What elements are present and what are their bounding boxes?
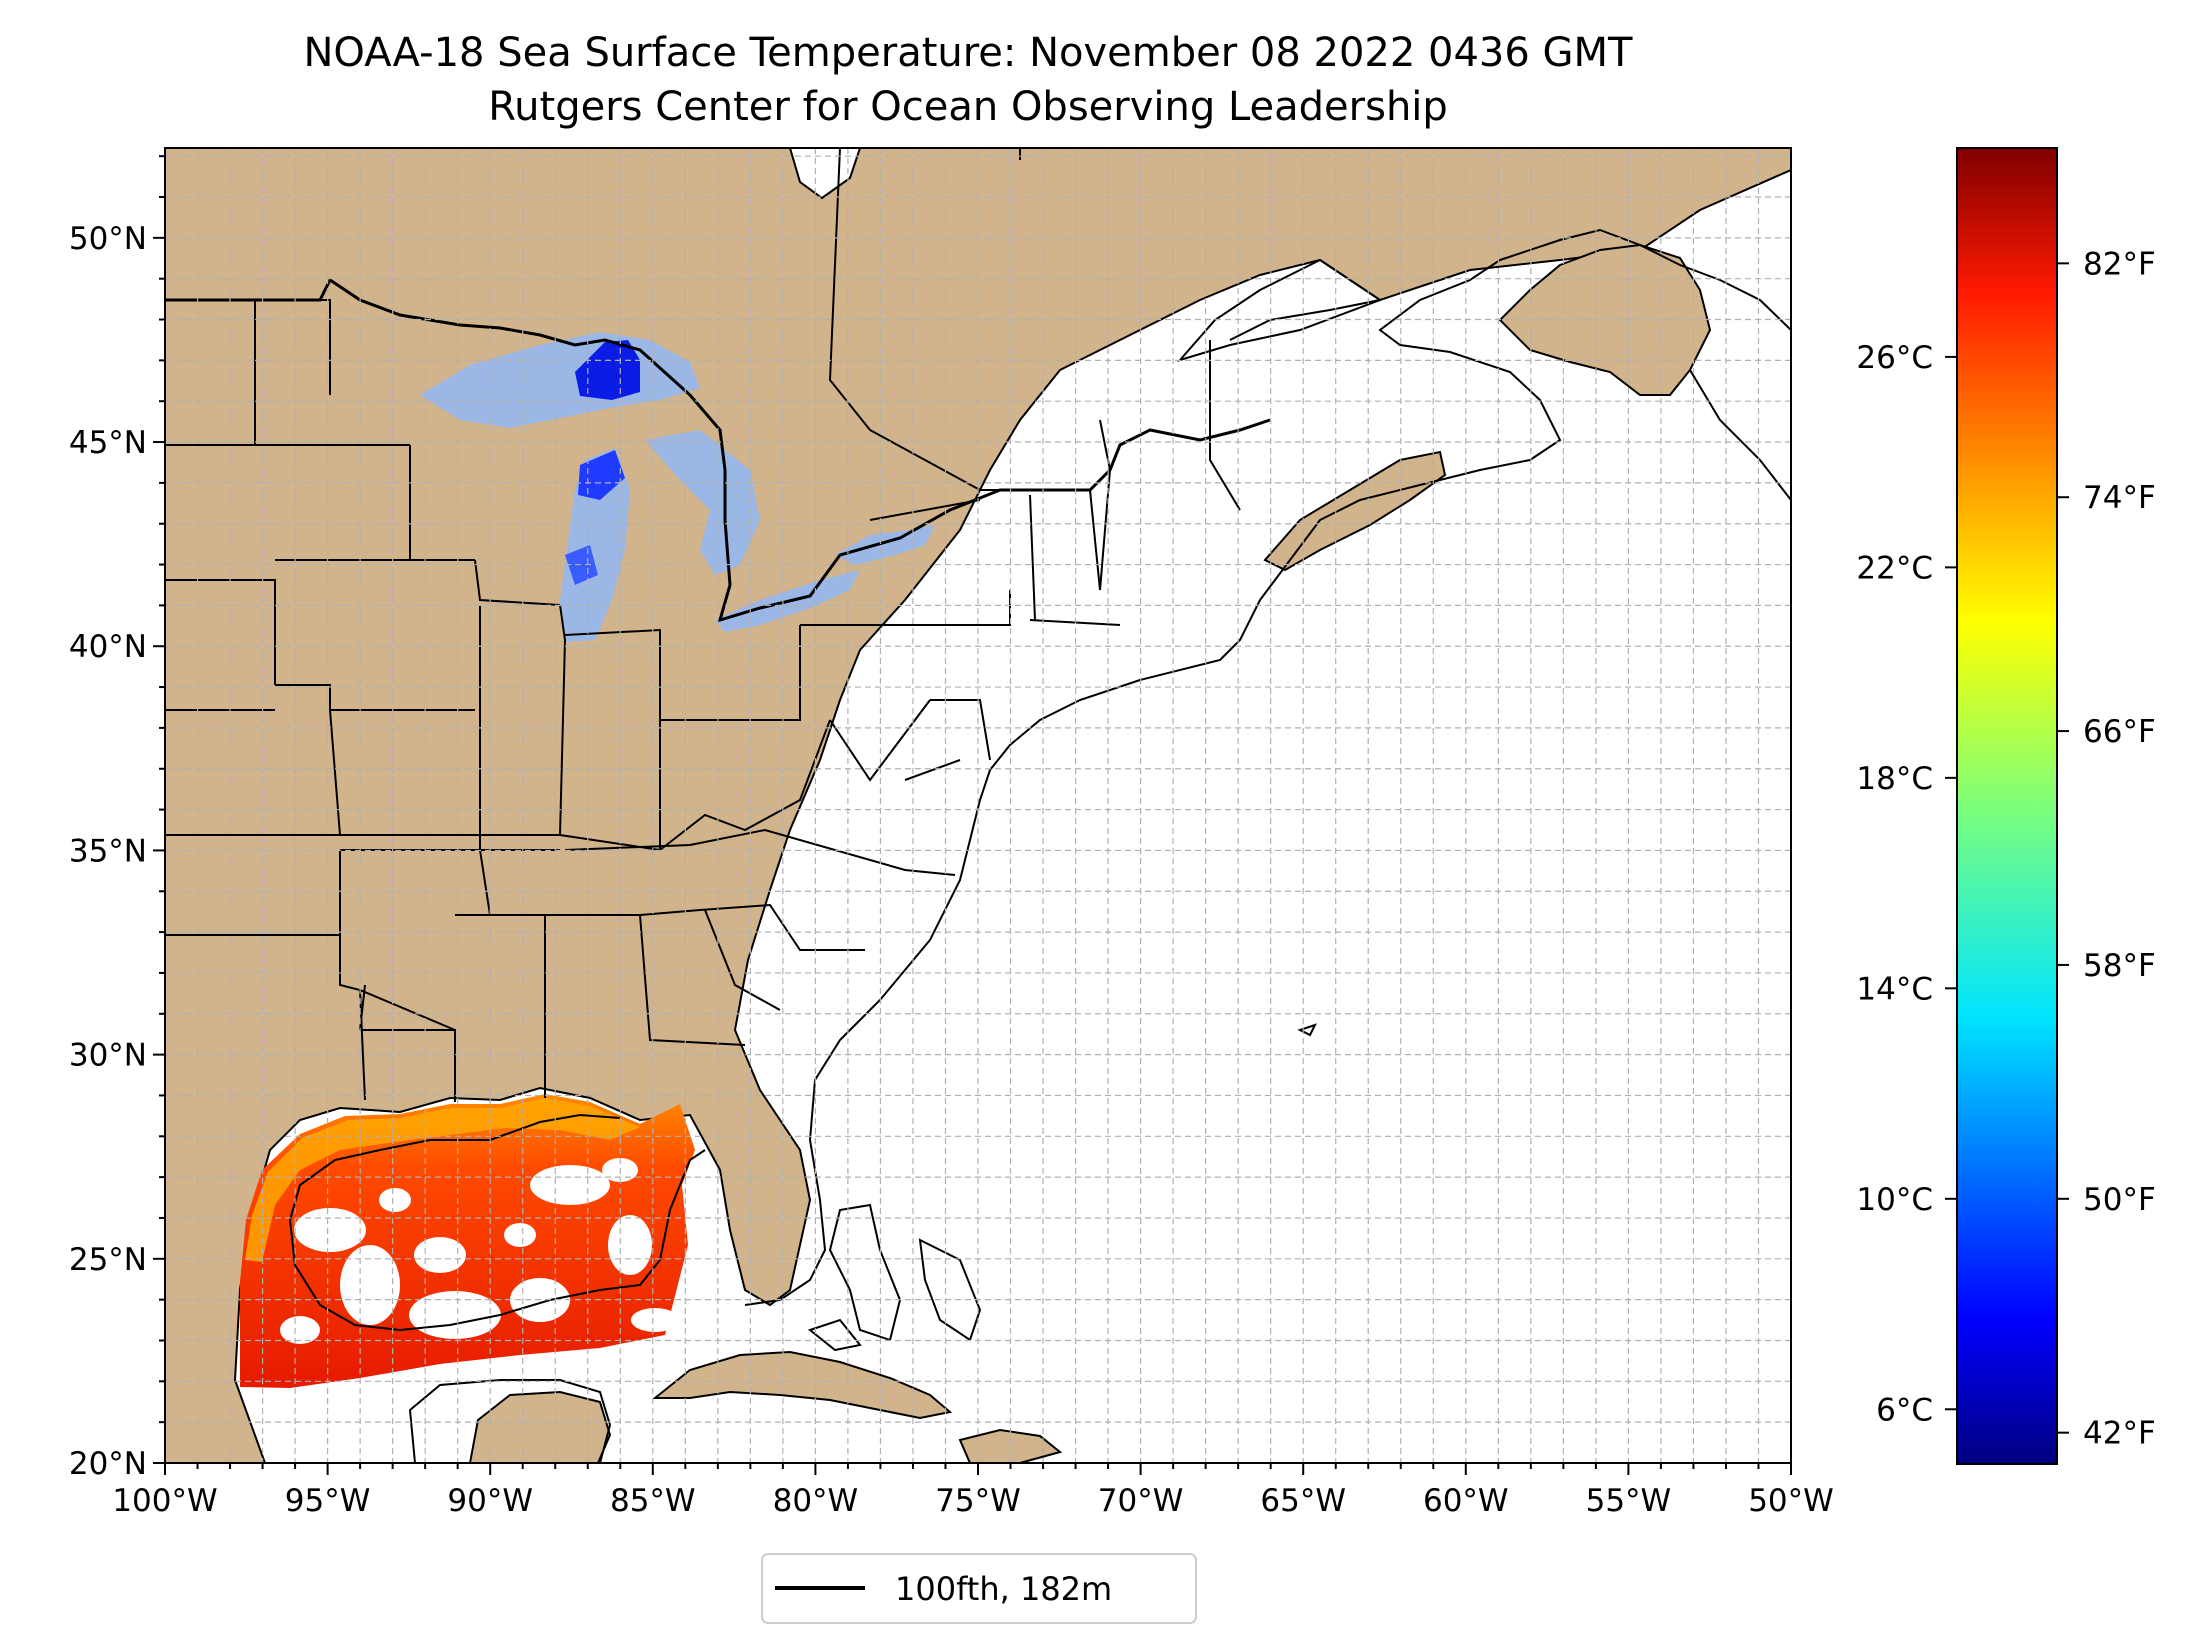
legend-box — [761, 1553, 1197, 1624]
latitude-tick-label: 25°N — [69, 1242, 147, 1278]
us-canada-border — [165, 277, 1271, 623]
celsius-tick-label: 22°C — [1856, 550, 1933, 586]
ocean-inlet-st-lawrence — [1176, 258, 1383, 362]
colorbar-celsius-ticks: 6°C 10°C 14°C 18°C 22°C 26°C — [1856, 340, 1957, 1428]
lake-huron — [645, 430, 760, 575]
michigan-cold-patch-south — [565, 545, 598, 585]
longitude-tick-label: 70°W — [1098, 1483, 1184, 1519]
longitude-tick-label: 90°W — [447, 1483, 533, 1519]
gulf-coastal-warm-band — [245, 1098, 640, 1262]
longitude-tick-label: 80°W — [773, 1483, 859, 1519]
longitude-tick-label: 55°W — [1586, 1483, 1672, 1519]
fahrenheit-tick-label: 42°F — [2083, 1416, 2156, 1452]
longitude-tick-labels: 100°W 95°W 90°W 85°W 80°W 75°W 70°W 65°W 60°W 55°… — [112, 1483, 1833, 1519]
lake-michigan — [560, 448, 630, 642]
cuba-landmass — [652, 1350, 953, 1420]
colorbar-fahrenheit-ticks: 42°F 50°F 58°F 66°F 74°F 82°F — [2057, 246, 2156, 1452]
longitude-tick-label: 60°W — [1423, 1483, 1509, 1519]
legend: 100fth, 182m — [761, 1553, 1197, 1624]
latitude-tick-labels: 20°N 25°N 30°N 35°N 40°N 45°N 50°N — [69, 221, 147, 1482]
hispaniola-landmass — [958, 1428, 1063, 1463]
ocean-inlet-hudson — [788, 148, 862, 200]
map-panel: 100°W 95°W 90°W 85°W 80°W 75°W 70°W 65°W 60°W 55°… — [69, 147, 1834, 1519]
map-gridlines — [165, 148, 1791, 1463]
celsius-tick-label: 26°C — [1856, 340, 1933, 376]
celsius-tick-label: 10°C — [1856, 1182, 1933, 1218]
longitude-tick-label: 85°W — [610, 1483, 696, 1519]
legend-label: 100fth, 182m — [895, 1570, 1112, 1608]
longitude-tick-label: 50°W — [1748, 1483, 1834, 1519]
fahrenheit-tick-label: 50°F — [2083, 1182, 2156, 1218]
latitude-tick-label: 35°N — [69, 833, 147, 869]
fahrenheit-tick-label: 58°F — [2083, 948, 2156, 984]
michigan-cold-patch — [578, 450, 625, 500]
chart-title: NOAA-18 Sea Surface Temperature: Novembe… — [304, 30, 1634, 76]
latitude-tick-label: 20°N — [69, 1446, 147, 1482]
longitude-tick-label: 65°W — [1260, 1483, 1346, 1519]
celsius-tick-label: 14°C — [1856, 971, 1933, 1007]
yucatan-landmass — [468, 1390, 612, 1463]
fahrenheit-tick-label: 66°F — [2083, 714, 2156, 750]
celsius-tick-label: 6°C — [1876, 1392, 1933, 1428]
nova-scotia-landmass — [1263, 450, 1447, 572]
celsius-tick-label: 18°C — [1856, 761, 1933, 797]
fahrenheit-tick-label: 82°F — [2083, 246, 2156, 282]
latitude-tick-label: 40°N — [69, 629, 147, 665]
chart-subtitle: Rutgers Center for Ocean Observing Leade… — [488, 84, 1448, 130]
fahrenheit-tick-label: 74°F — [2083, 480, 2156, 516]
longitude-tick-label: 100°W — [112, 1483, 217, 1519]
superior-cold-patch — [575, 340, 640, 400]
lake-ontario — [835, 525, 935, 565]
map-ticks — [153, 155, 1792, 1475]
latitude-tick-label: 50°N — [69, 221, 147, 257]
colorbar: 6°C 10°C 14°C 18°C 22°C 26°C 42°F 50°F 58°F 66°F… — [1856, 147, 2156, 1465]
longitude-tick-label: 95°W — [285, 1483, 371, 1519]
latitude-tick-label: 30°N — [69, 1038, 147, 1074]
latitude-tick-label: 45°N — [69, 425, 147, 461]
colorbar-gradient — [1956, 147, 2058, 1465]
longitude-tick-label: 75°W — [935, 1483, 1021, 1519]
